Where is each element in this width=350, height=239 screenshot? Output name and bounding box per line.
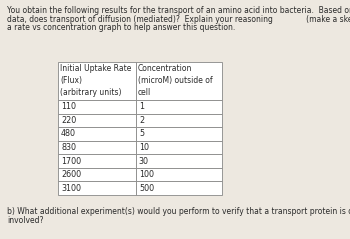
Text: 110: 110 [61,102,76,111]
Bar [136,127,222,141]
Bar [136,114,222,127]
Text: 480: 480 [61,130,76,138]
Text: 1: 1 [139,102,144,111]
Bar [58,100,136,114]
Text: 500: 500 [139,184,154,193]
Text: 1700: 1700 [61,157,81,166]
Text: 830: 830 [61,143,76,152]
Bar [58,127,136,141]
Text: 10: 10 [139,143,149,152]
Text: 2: 2 [139,116,144,125]
Bar [58,141,136,154]
Bar [58,114,136,127]
Text: a rate vs concentration graph to help answer this question.: a rate vs concentration graph to help an… [7,23,235,32]
Bar [136,100,222,114]
Text: 220: 220 [61,116,76,125]
Bar [58,62,136,100]
Text: Initial Uptake Rate
(Flux)
(arbitrary units): Initial Uptake Rate (Flux) (arbitrary un… [60,64,131,97]
Text: Concentration
(microM) outside of
cell: Concentration (microM) outside of cell [138,64,212,97]
Bar [136,141,222,154]
Text: 5: 5 [139,130,144,138]
Text: You obtain the following results for the transport of an amino acid into bacteri: You obtain the following results for the… [7,6,350,15]
Text: b) What additional experiment(s) would you perform to verify that a transport pr: b) What additional experiment(s) would y… [7,207,350,216]
Bar [58,168,136,181]
Bar [136,168,222,181]
Text: 30: 30 [139,157,149,166]
Text: 100: 100 [139,170,154,179]
Text: 3100: 3100 [61,184,81,193]
Text: involved?: involved? [7,216,43,224]
Text: 2600: 2600 [61,170,81,179]
Text: data, does transport of diffusion (mediated)?  Explain your reasoning           : data, does transport of diffusion (media… [7,15,350,23]
Bar [58,181,136,195]
Bar [136,154,222,168]
Bar [136,181,222,195]
Bar [136,62,222,100]
Bar [58,154,136,168]
